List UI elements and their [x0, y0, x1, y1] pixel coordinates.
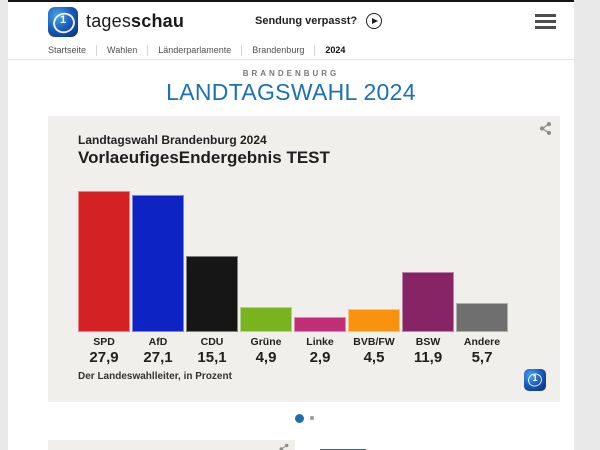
bar-area	[294, 190, 346, 332]
bar-area	[186, 190, 238, 332]
bar-value: 4,9	[255, 349, 277, 366]
bar-column-Grüne: Grüne 4,9	[240, 190, 292, 366]
next-card-partial	[48, 440, 295, 450]
page: tagesschau Sendung verpasst? Startseite W…	[8, 0, 574, 450]
bar-area	[348, 190, 400, 332]
bar-chart: SPD 27,9 AfD 27,1 CDU 15,1 Grüne 4,9 Linke 2,9 BVB…	[78, 190, 508, 366]
bar-label: Andere	[463, 336, 501, 348]
bar-area	[78, 190, 130, 332]
bar-value: 15,1	[197, 349, 227, 366]
bar-column-Andere: Andere 5,7	[456, 190, 508, 366]
chart-source: Der Landeswahlleiter, in Prozent	[78, 371, 232, 382]
carousel-dot-1[interactable]	[294, 413, 304, 423]
carousel-dots	[48, 412, 560, 424]
bar-Andere	[456, 303, 508, 332]
play-icon[interactable]	[366, 13, 383, 29]
bar-value: 4,5	[363, 349, 385, 366]
chart-title: Landtagswahl Brandenburg 2024	[78, 133, 267, 147]
chart-subtitle: VorlaeufigesEndergebnis TEST	[78, 148, 330, 167]
bar-label: AfD	[148, 336, 168, 348]
bar-CDU	[186, 256, 238, 332]
watch-missed-link[interactable]: Sendung verpasst?	[255, 13, 383, 29]
breadcrumb-item-brandenburg[interactable]: Brandenburg	[241, 45, 314, 56]
breadcrumb-item-2024[interactable]: 2024	[314, 45, 355, 56]
tagesschau-logo-icon[interactable]	[48, 7, 78, 37]
breadcrumb-item-wahlen[interactable]: Wahlen	[96, 45, 147, 56]
breadcrumb-item-startseite[interactable]: Startseite	[48, 45, 87, 55]
breadcrumb-item-länderparlamente[interactable]: Länderparlamente	[147, 45, 241, 56]
bar-value: 5,7	[471, 349, 493, 366]
bar-column-BVB/FW: BVB/FW 4,5	[348, 190, 400, 366]
bar-value: 2,9	[309, 349, 331, 366]
bar-value: 27,9	[89, 349, 119, 366]
breadcrumb: Startseite Wahlen Länderparlamente Brandenb…	[8, 42, 574, 60]
carousel-dot-2[interactable]	[309, 416, 314, 420]
bar-area	[402, 190, 454, 332]
brand-link[interactable]: tagesschau	[86, 11, 184, 32]
bar-label: Linke	[306, 336, 334, 348]
hamburger-menu-icon[interactable]	[535, 14, 556, 32]
page-title: LANDTAGSWAHL 2024	[166, 79, 416, 105]
bar-column-AfD: AfD 27,1	[132, 190, 184, 366]
share-icon[interactable]	[538, 121, 553, 136]
bar-AfD	[132, 195, 184, 332]
bar-column-CDU: CDU 15,1	[186, 190, 238, 366]
brand-bold: schau	[131, 11, 185, 31]
bar-column-SPD: SPD 27,9	[78, 190, 130, 366]
watch-missed-label: Sendung verpasst?	[255, 15, 358, 27]
bar-column-Linke: Linke 2,9	[294, 190, 346, 366]
page-kicker: BRANDENBURG	[242, 69, 340, 78]
share-icon[interactable]	[278, 443, 290, 450]
bar-label: BSW	[415, 336, 441, 348]
bar-SPD	[78, 191, 130, 332]
bar-label: SPD	[93, 336, 115, 348]
bar-label: BVB/FW	[353, 336, 395, 348]
bar-BVB/FW	[348, 309, 400, 332]
bar-Linke	[294, 317, 346, 332]
bar-area	[132, 190, 184, 332]
tagesschau-watermark-icon	[524, 369, 546, 391]
results-chart-card: Landtagswahl Brandenburg 2024 Vorlaeufig…	[48, 116, 560, 402]
bar-label: Grüne	[250, 336, 282, 348]
bar-BSW	[402, 272, 454, 332]
bar-label: CDU	[200, 336, 224, 348]
bar-value: 27,1	[143, 349, 173, 366]
bar-area	[240, 190, 292, 332]
bar-Grüne	[240, 307, 292, 332]
bar-value: 11,9	[413, 349, 443, 366]
brand-light: tages	[86, 11, 132, 31]
bar-area	[456, 190, 508, 332]
bar-column-BSW: BSW 11,9	[402, 190, 454, 366]
